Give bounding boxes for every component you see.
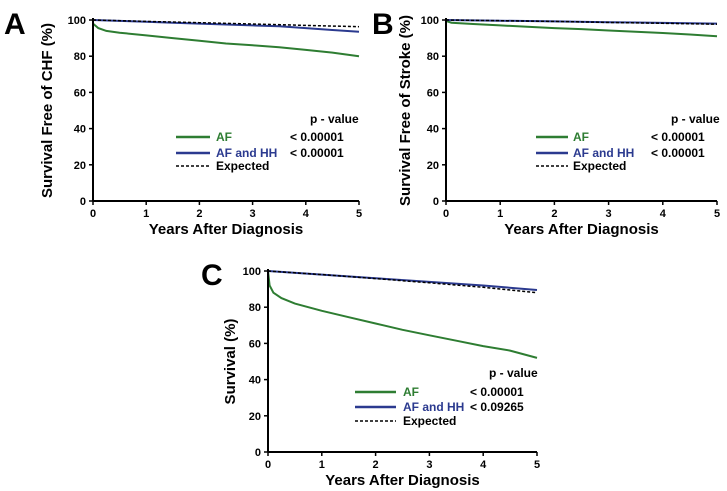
- y-tick-label: 0: [80, 196, 86, 208]
- series-line-af-and-hh: [267, 270, 538, 291]
- x-tick-label: 3: [606, 208, 612, 220]
- legend-label: Expected: [403, 414, 456, 428]
- y-tick-label: 100: [421, 15, 439, 27]
- x-tick-label: 2: [551, 208, 557, 220]
- series-line-expected: [445, 19, 718, 25]
- series-line-expected: [92, 19, 360, 28]
- y-tick-label: 60: [427, 87, 439, 99]
- y-axis-title: Survival (%): [222, 319, 239, 405]
- x-tick-label: 1: [319, 459, 325, 471]
- y-axis-title: Survival Free of CHF (%): [39, 23, 56, 198]
- y-tick-label: 100: [68, 15, 86, 27]
- y-tick-label: 80: [249, 302, 261, 314]
- pvalue-label: < 0.00001: [470, 385, 524, 399]
- x-tick-label: 5: [534, 459, 540, 471]
- pvalue-label: < 0.00001: [651, 146, 705, 160]
- x-tick-label: 2: [196, 208, 202, 220]
- y-tick-label: 20: [74, 160, 86, 172]
- legend-label: Expected: [216, 159, 269, 173]
- y-tick-label: 0: [433, 196, 439, 208]
- x-tick-label: 4: [303, 208, 310, 220]
- legend-label: Expected: [573, 159, 626, 173]
- x-tick-label: 4: [660, 208, 667, 220]
- x-tick-label: 5: [714, 208, 720, 220]
- pvalue-header: p - value: [489, 366, 538, 380]
- x-tick-label: 1: [497, 208, 503, 220]
- pvalue-label: < 0.00001: [290, 130, 344, 144]
- legend-label: AF: [573, 130, 589, 144]
- series-line-af: [267, 270, 538, 359]
- y-tick-label: 60: [249, 338, 261, 350]
- legend-label: AF: [403, 385, 419, 399]
- x-tick-label: 3: [426, 459, 432, 471]
- pvalue-label: < 0.09265: [470, 400, 524, 414]
- x-tick-label: 1: [143, 208, 149, 220]
- series-line-af-and-hh: [92, 19, 360, 33]
- panel-letter: B: [372, 8, 394, 41]
- panel-a: A 0 1 2 3 4 5 0 20 40 60 80 100 Years After Diagnosis…: [4, 8, 362, 238]
- series-line-af: [445, 19, 718, 38]
- y-tick-label: 0: [255, 447, 261, 459]
- y-tick-label: 20: [249, 411, 261, 423]
- y-tick-label: 40: [249, 375, 261, 387]
- x-axis-title: Years After Diagnosis: [149, 221, 304, 238]
- pvalue-label: < 0.00001: [651, 130, 705, 144]
- x-tick-label: 0: [265, 459, 271, 471]
- legend-label: AF: [216, 130, 232, 144]
- legend-label: AF and HH: [573, 146, 634, 160]
- x-axis-title: Years After Diagnosis: [325, 472, 480, 489]
- x-axis-title: Years After Diagnosis: [504, 221, 659, 238]
- y-tick-label: 100: [243, 266, 261, 278]
- x-tick-label: 2: [373, 459, 379, 471]
- panel-letter: C: [201, 259, 223, 292]
- panel-b: B 0 1 2 3 4 5 0 20 40 60 80 100 Years After Diagnosis…: [372, 8, 720, 238]
- y-tick-label: 80: [427, 51, 439, 63]
- x-tick-label: 4: [480, 459, 487, 471]
- legend-label: AF and HH: [216, 146, 277, 160]
- series-line-expected: [267, 270, 538, 294]
- x-tick-label: 5: [356, 208, 362, 220]
- y-tick-label: 40: [74, 124, 86, 136]
- y-tick-label: 60: [74, 87, 86, 99]
- y-tick-label: 20: [427, 160, 439, 172]
- pvalue-header: p - value: [310, 112, 359, 126]
- y-tick-label: 40: [427, 124, 439, 136]
- x-tick-label: 0: [90, 208, 96, 220]
- x-tick-label: 3: [250, 208, 256, 220]
- pvalue-label: < 0.00001: [290, 146, 344, 160]
- legend-label: AF and HH: [403, 400, 464, 414]
- y-tick-label: 80: [74, 51, 86, 63]
- panel-c: C 0 1 2 3 4 5 0 20 40 60 80 100 Years After Diagnosis…: [201, 259, 540, 489]
- panel-letter: A: [4, 8, 26, 41]
- pvalue-header: p - value: [671, 112, 720, 126]
- x-tick-label: 0: [443, 208, 449, 220]
- y-axis-title: Survival Free of Stroke (%): [397, 15, 414, 206]
- series-line-af: [92, 22, 360, 58]
